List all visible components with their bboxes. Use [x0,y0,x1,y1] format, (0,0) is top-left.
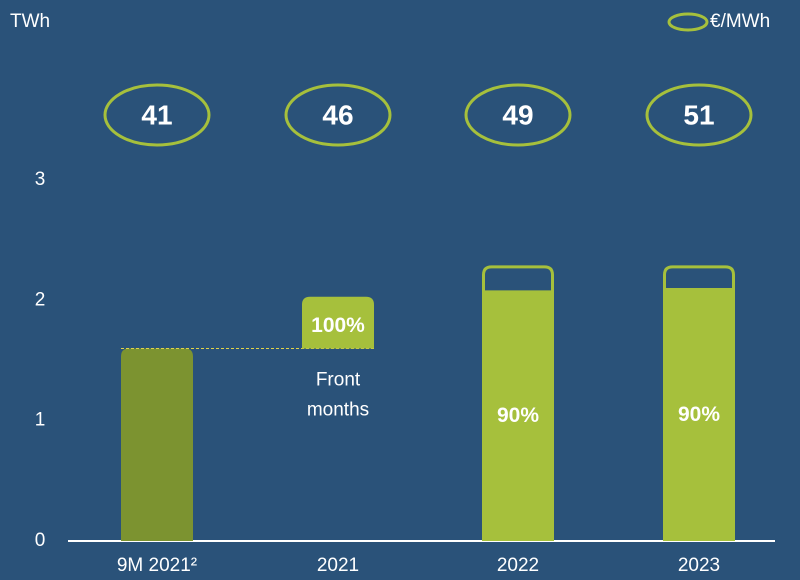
bar [302,296,374,349]
x-tick-label: 2022 [497,555,539,576]
value-label: 90% [678,403,720,426]
y-tick-label: 1 [35,410,46,431]
y-axis-label: TWh [10,11,50,32]
bar [663,289,735,541]
bar [121,348,193,541]
y-tick-label: 0 [35,530,46,551]
x-tick-label: 9M 2021² [117,555,197,576]
price-label: 41 [141,99,172,130]
y-tick-label: 2 [35,289,46,310]
annotation: Front months [307,369,369,420]
bar-open [482,265,554,294]
price-marker [645,83,753,147]
price-marker [284,83,392,147]
y-tick-label: 3 [35,169,46,190]
value-label: 100% [311,314,365,337]
x-tick-label: 2023 [678,555,720,576]
price-label: 46 [322,99,353,130]
legend-label: €/MWh [710,11,770,32]
price-marker [103,83,211,147]
bar-open [663,265,735,292]
price-marker [464,83,572,147]
price-label: 51 [683,99,714,130]
value-label: 90% [497,404,539,427]
legend-marker [667,12,709,32]
bar [482,291,554,541]
x-tick-label: 2021 [317,555,359,576]
price-label: 49 [502,99,533,130]
